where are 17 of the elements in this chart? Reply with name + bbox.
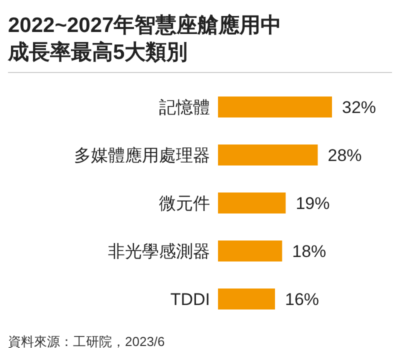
bar [218,240,282,262]
y-tick-label: 多媒體應用處理器 [74,146,210,166]
data-label: 16% [285,290,320,309]
source-note: 資料來源：工研院，2023/6 [8,333,166,348]
bar [218,192,286,214]
y-tick-label: TDDI [170,290,210,310]
data-label: 19% [296,194,330,213]
y-tick-label: 非光學感測器 [108,242,210,262]
bar [218,96,332,118]
bar [218,144,318,166]
data-label: 28% [328,146,362,165]
y-tick-label: 微元件 [159,194,210,214]
bar [218,288,275,310]
y-tick-label: 記憶體 [159,98,210,118]
data-label: 18% [292,242,326,261]
chart-title: 2022~2027年智慧座艙應用中成長率最高5大類別 [8,12,283,66]
data-label: 32% [342,98,376,117]
